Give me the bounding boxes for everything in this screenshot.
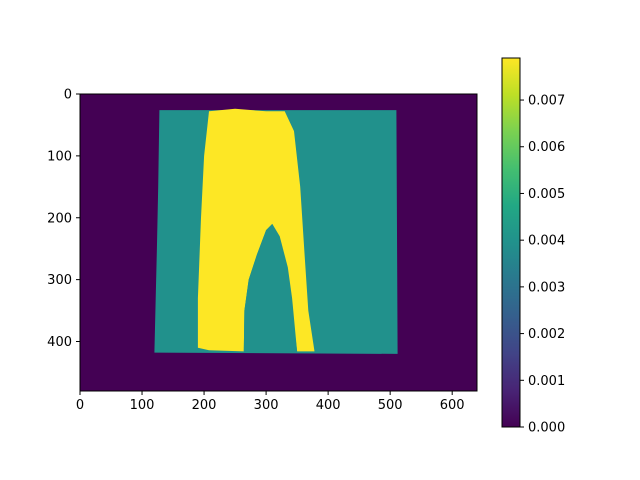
colorbar-frame [501, 57, 521, 428]
plot-frame [79, 93, 478, 392]
heatmap-image [80, 94, 477, 391]
region-inner-garment-region [197, 108, 315, 352]
y-axis: 0 100 200 300 400 [47, 88, 80, 350]
x-tick-label: 0 [76, 398, 84, 413]
x-tick-label: 200 [192, 398, 217, 413]
x-tick-label: 300 [254, 398, 279, 413]
y-tick-label: 100 [47, 149, 72, 164]
colorbar-tick-label: 0.002 [528, 327, 565, 342]
colorbar-tick-label: 0.006 [528, 140, 565, 155]
colorbar-tick-label: 0.003 [528, 280, 565, 295]
x-tick-label: 100 [130, 398, 155, 413]
x-tick-label: 400 [316, 398, 341, 413]
colorbar: 0.000 0.001 0.002 0.003 0.004 0.005 0.006 0.007 [501, 57, 565, 436]
y-tick-label: 400 [47, 335, 72, 350]
x-tick-label: 500 [378, 398, 403, 413]
x-tick-label: 600 [440, 398, 465, 413]
x-axis: 0 100 200 300 400 500 600 [76, 391, 465, 413]
colorbar-ticks: 0.000 0.001 0.002 0.003 0.004 0.005 0.006 0.007 [520, 94, 565, 436]
colorbar-tick-label: 0.007 [528, 94, 565, 109]
y-tick-label: 300 [47, 273, 72, 288]
region-crotch-gap-region [243, 223, 298, 352]
colorbar-tick-label: 0.001 [528, 374, 565, 389]
colorbar-tick-label: 0.000 [528, 421, 565, 436]
y-tick-label: 0 [64, 88, 72, 103]
colorbar-tick-label: 0.004 [528, 234, 565, 249]
colorbar-gradient [502, 58, 520, 427]
colorbar-tick-label: 0.005 [528, 187, 565, 202]
y-tick-label: 200 [47, 211, 72, 226]
